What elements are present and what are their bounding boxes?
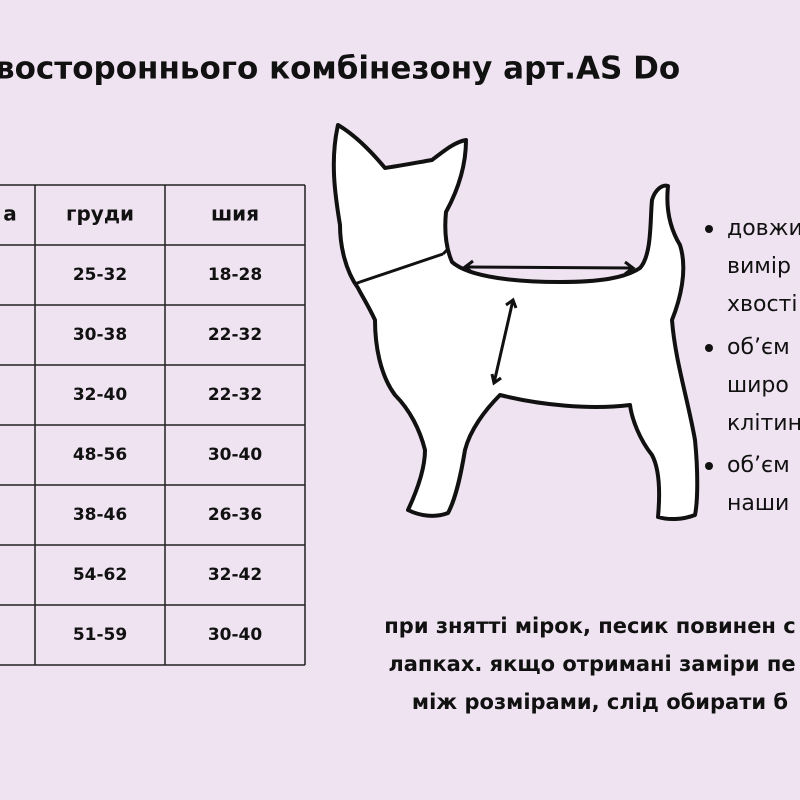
table-cell: 51-59 — [73, 625, 127, 645]
table-cell: 54-62 — [73, 565, 127, 585]
bullet-text: клітин — [727, 411, 800, 436]
bullet-dots — [705, 225, 713, 470]
table-cell: 38-46 — [73, 505, 127, 525]
table-header: груди — [66, 202, 134, 226]
table-cell: 32-40 — [73, 385, 128, 405]
table-cell: 22-32 — [208, 325, 262, 345]
bullet-text: об’єм — [727, 453, 790, 478]
table-header: шия — [211, 202, 259, 226]
table-cell: 30-40 — [208, 625, 263, 645]
title: востороннього комбінезону арт.AS Do — [0, 51, 680, 87]
dog — [331, 123, 700, 522]
bullet-text: вимір — [727, 254, 791, 279]
bullet-text: довжи — [727, 216, 800, 241]
table-cell: 18-28 — [208, 265, 262, 285]
size-table — [0, 184, 306, 666]
table-cell: 32-42 — [208, 565, 262, 585]
table-header: а — [3, 202, 17, 226]
bullet-text: широ — [727, 373, 789, 398]
bullet-text: об’єм — [727, 335, 790, 360]
bullet-text: наши — [727, 491, 789, 516]
table-cell: 30-40 — [208, 445, 263, 465]
table-cell: 25-32 — [73, 265, 127, 285]
table-cell: 22-32 — [208, 385, 262, 405]
table-cell: 48-56 — [73, 445, 127, 465]
bullet-text: хвості — [727, 292, 797, 317]
table-cell: 26-36 — [208, 505, 262, 525]
note-line: лапках. якщо отримані заміри пе — [388, 652, 795, 676]
table-cell: 30-38 — [73, 325, 127, 345]
note-line: при знятті мірок, песик повинен с — [384, 614, 795, 638]
measure-arrows — [354, 248, 636, 386]
note-line: між розмірами, слід обирати б — [412, 690, 788, 714]
